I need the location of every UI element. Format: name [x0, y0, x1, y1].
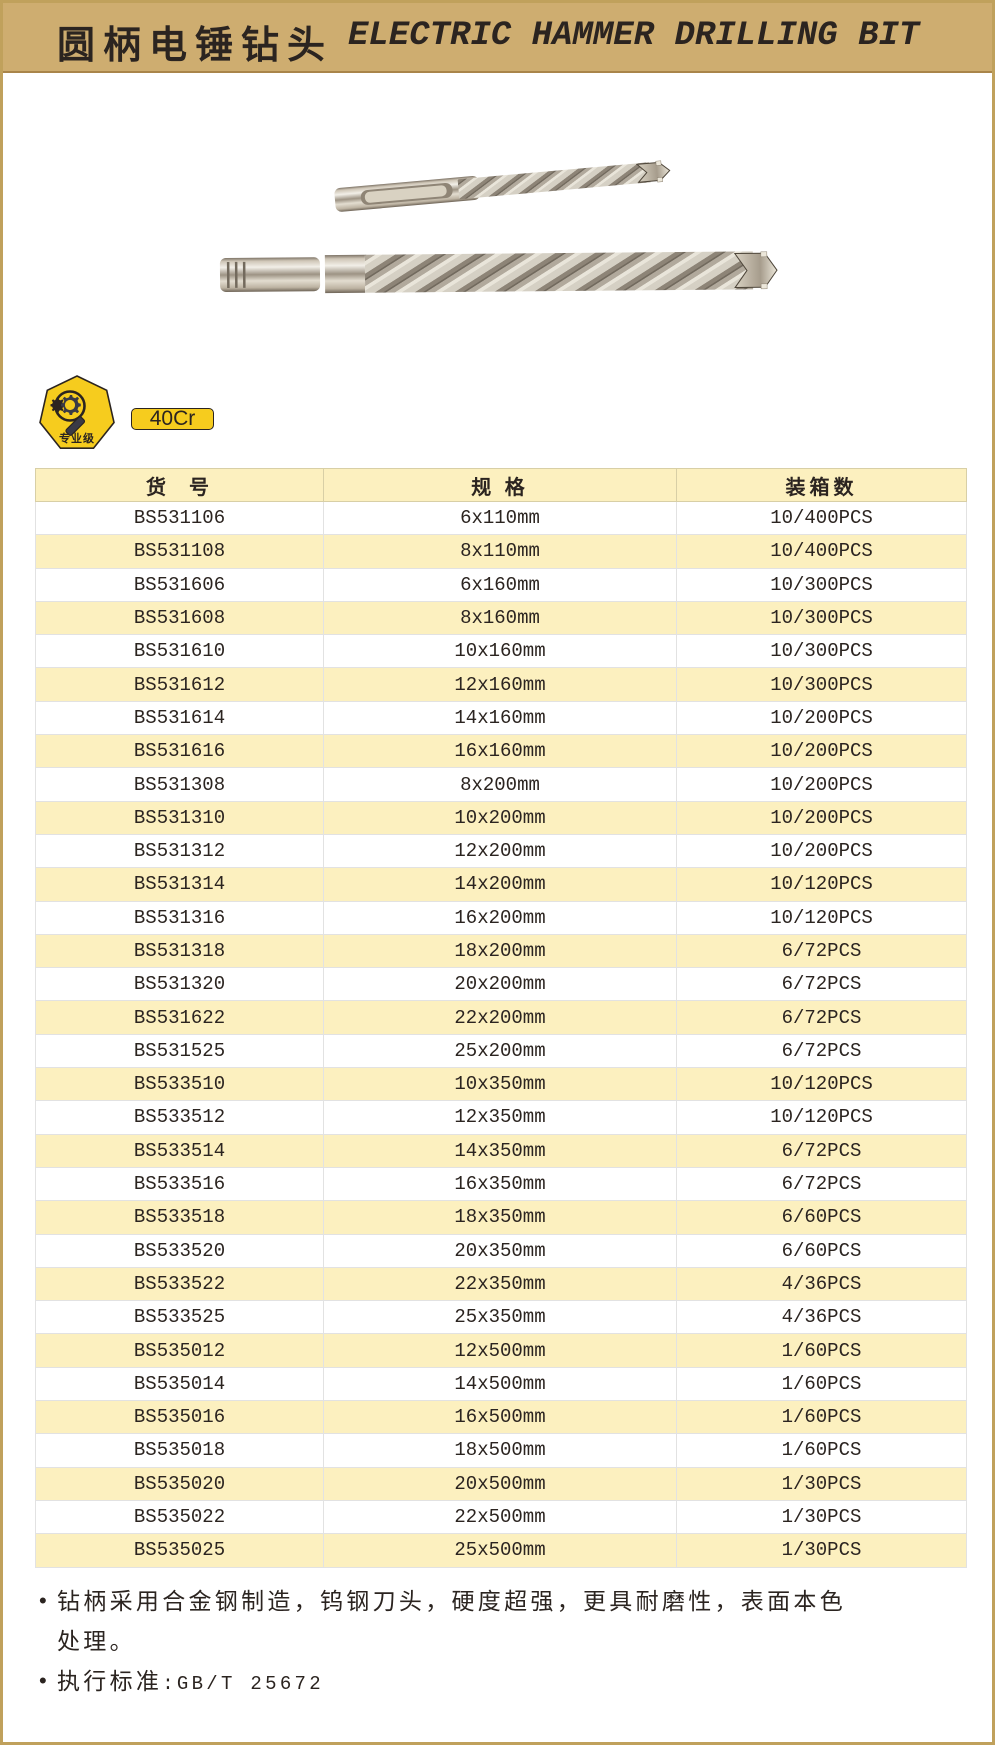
svg-text:专业级: 专业级 [59, 431, 95, 445]
